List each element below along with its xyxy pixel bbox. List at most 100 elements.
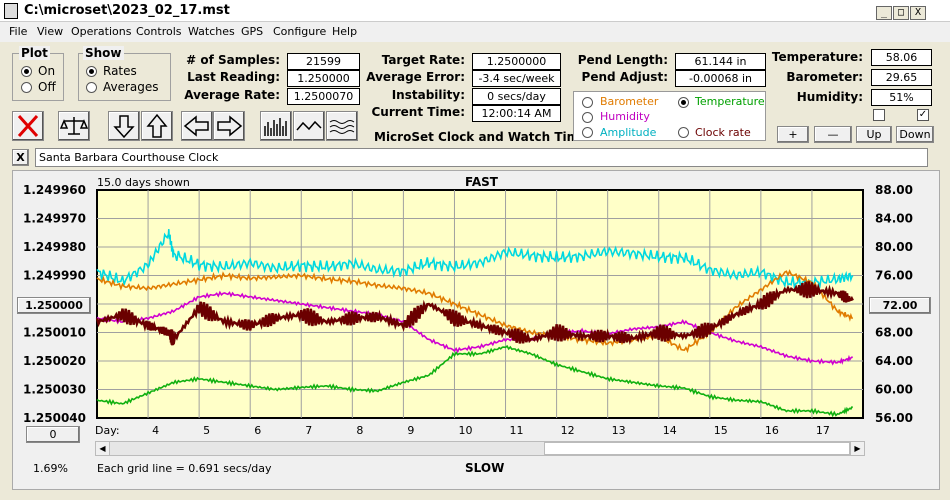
- menu-file[interactable]: File: [9, 25, 28, 38]
- pend-length-label: Pend Length:: [577, 53, 668, 67]
- right-axis-button[interactable]: 72.00: [869, 297, 931, 314]
- arrow-up-button[interactable]: [141, 111, 173, 141]
- x-tick-label: 6: [254, 424, 261, 437]
- y-left-tick-label: 1.250040: [23, 411, 86, 425]
- x-tick-label: 15: [714, 424, 728, 437]
- noise-button[interactable]: [326, 111, 358, 141]
- balance-button[interactable]: [58, 111, 90, 141]
- y-left-tick-label: 1.249960: [23, 183, 86, 197]
- menu-gps[interactable]: GPS: [241, 25, 264, 38]
- bar-chart-icon: [264, 118, 287, 136]
- wave-button[interactable]: [293, 111, 325, 141]
- plot-group-title: Plot: [19, 46, 50, 60]
- minus-button[interactable]: —: [814, 126, 852, 143]
- pend-length-value[interactable]: 61.144 in: [675, 53, 766, 70]
- day-axis-label: Day:: [95, 424, 120, 437]
- watch-name-input[interactable]: Santa Barbara Courthouse Clock: [35, 148, 928, 167]
- temperature-reading-label: Temperature:: [771, 50, 863, 64]
- humidity-label: Humidity: [600, 110, 650, 123]
- amplitude-radio[interactable]: [582, 127, 593, 138]
- app-icon: [4, 3, 18, 19]
- scroll-thumb[interactable]: [544, 442, 850, 455]
- arrow-down-icon: [113, 115, 135, 139]
- arrow-right-icon: [217, 115, 243, 137]
- x-tick-label: 7: [305, 424, 312, 437]
- y-right-tick-label: 76.00: [875, 269, 913, 283]
- y-left-tick-label: 1.250020: [23, 354, 86, 368]
- arrow-down-button[interactable]: [108, 111, 140, 141]
- menu-operations[interactable]: Operations: [71, 25, 132, 38]
- samples-label: # of Samples:: [186, 53, 280, 67]
- noise-icon: [329, 120, 355, 134]
- y-right-tick-label: 88.00: [875, 183, 913, 197]
- x-tick-label: 11: [510, 424, 524, 437]
- x-tick-label: 14: [663, 424, 677, 437]
- show-group: Show Rates Averages: [78, 46, 171, 101]
- show-averages-label: Averages: [103, 80, 159, 94]
- scroll-left-icon[interactable]: ◀: [96, 442, 110, 455]
- up-button[interactable]: Up: [856, 126, 892, 143]
- target-rate-label: Target Rate:: [381, 53, 465, 67]
- arrow-left-button[interactable]: [181, 111, 213, 141]
- plot-on-radio[interactable]: [21, 66, 32, 77]
- bar-chart-button[interactable]: [260, 111, 292, 141]
- y-left-tick-label: 1.250030: [23, 383, 86, 397]
- balance-icon: [59, 117, 89, 135]
- y-right-tick-label: 64.00: [875, 354, 913, 368]
- x-tick-label: 13: [612, 424, 626, 437]
- plot-off-label: Off: [38, 80, 56, 94]
- chart-scrollbar[interactable]: ◀ ▶: [95, 441, 865, 456]
- arrow-right-button[interactable]: [213, 111, 245, 141]
- pend-adjust-label: Pend Adjust:: [581, 70, 668, 84]
- checkbox-1[interactable]: [873, 109, 885, 121]
- y-left-tick-label: 1.249990: [23, 269, 86, 283]
- menu-view[interactable]: View: [37, 25, 64, 38]
- arrow-up-icon: [146, 113, 168, 138]
- series-line-clock-rate: [95, 281, 854, 346]
- temperature-radio[interactable]: [678, 97, 689, 108]
- menu-configure[interactable]: Configure: [273, 25, 327, 38]
- clear-name-button[interactable]: X: [12, 149, 29, 166]
- temperature-reading-value: 58.06: [871, 49, 932, 66]
- last-reading-label: Last Reading:: [187, 70, 280, 84]
- sensor-select-group: Barometer Temperature Humidity Amplitude…: [573, 91, 766, 141]
- clockrate-radio[interactable]: [678, 127, 689, 138]
- menu-watches[interactable]: Watches: [188, 25, 235, 38]
- checkbox-2[interactable]: ✓: [917, 109, 929, 121]
- pend-adjust-value: -0.00068 in: [675, 70, 766, 87]
- series-line-humidity: [96, 290, 853, 366]
- barometer-radio[interactable]: [582, 97, 593, 108]
- average-error-value: -3.4 sec/week: [472, 70, 561, 87]
- average-rate-label: Average Rate:: [184, 88, 280, 102]
- maximize-button[interactable]: □: [893, 6, 909, 20]
- minimize-button[interactable]: _: [876, 6, 892, 20]
- menu-controls[interactable]: Controls: [136, 25, 182, 38]
- plot-group: Plot On Off: [12, 46, 64, 101]
- instability-value: 0 secs/day: [472, 88, 561, 105]
- menu-help[interactable]: Help: [332, 25, 358, 38]
- cancel-icon: [17, 114, 39, 138]
- zero-button[interactable]: 0: [26, 426, 80, 443]
- humidity-radio[interactable]: [582, 112, 593, 123]
- barometer-reading-label: Barometer:: [786, 70, 863, 84]
- show-averages-radio[interactable]: [86, 82, 97, 93]
- last-reading-value: 1.250000: [287, 70, 360, 87]
- series-line-barometer: [96, 269, 854, 354]
- y-right-tick-label: 60.00: [875, 383, 913, 397]
- y-left-tick-label: 1.249970: [23, 212, 86, 226]
- plus-button[interactable]: +: [777, 126, 809, 143]
- cancel-button[interactable]: [12, 111, 44, 141]
- x-tick-label: 4: [152, 424, 159, 437]
- y-left-tick-label: 1.249980: [23, 240, 86, 254]
- show-rates-radio[interactable]: [86, 66, 97, 77]
- left-axis-button[interactable]: 1.250000: [17, 297, 91, 314]
- target-rate-value[interactable]: 1.2500000: [472, 53, 561, 70]
- close-button[interactable]: X: [910, 6, 926, 20]
- days-shown-label: 15.0 days shown: [97, 176, 190, 189]
- current-time-value: 12:00:14 AM: [472, 105, 561, 122]
- plot-off-radio[interactable]: [21, 82, 32, 93]
- y-right-tick-label: 80.00: [875, 240, 913, 254]
- scroll-right-icon[interactable]: ▶: [850, 442, 864, 455]
- down-button[interactable]: Down: [896, 126, 934, 143]
